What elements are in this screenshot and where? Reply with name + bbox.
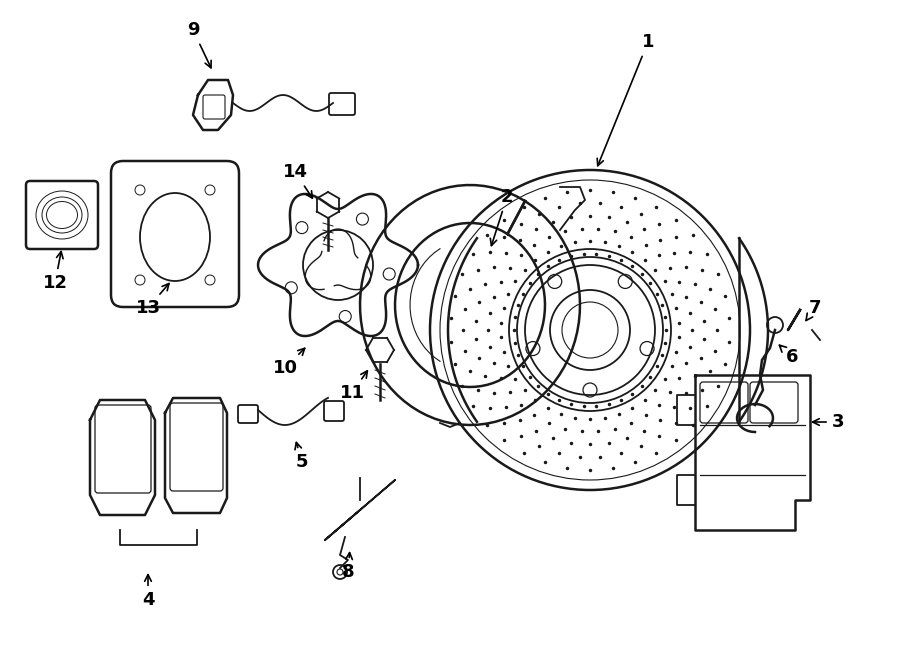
Text: 8: 8: [342, 553, 355, 581]
Text: 10: 10: [273, 348, 305, 377]
Text: 9: 9: [187, 21, 212, 68]
Text: 2: 2: [491, 188, 513, 246]
Text: 11: 11: [339, 371, 367, 402]
Text: 6: 6: [779, 345, 798, 366]
Text: 1: 1: [598, 33, 654, 166]
Text: 3: 3: [813, 413, 844, 431]
Text: 5: 5: [295, 442, 308, 471]
Text: 7: 7: [806, 299, 821, 321]
Text: 12: 12: [42, 252, 68, 292]
Text: 4: 4: [142, 574, 154, 609]
Text: 13: 13: [136, 284, 169, 317]
Text: 14: 14: [283, 163, 312, 198]
